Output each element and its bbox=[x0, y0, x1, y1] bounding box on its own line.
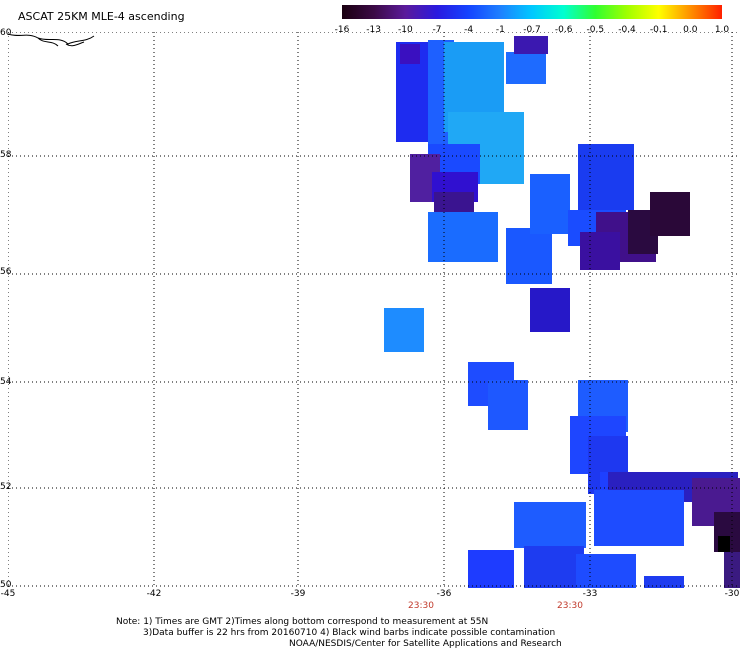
color-scale-gradient bbox=[342, 5, 722, 19]
color-scale-label: -4 bbox=[464, 25, 474, 35]
lon-label: -33 bbox=[582, 589, 598, 599]
color-scale-label: 1.0 bbox=[714, 25, 730, 35]
swath-cell bbox=[514, 36, 548, 54]
swath-cell bbox=[578, 144, 634, 210]
swath-cell bbox=[488, 380, 528, 430]
swath-cell bbox=[434, 192, 474, 214]
swath-cell bbox=[514, 502, 586, 548]
swath-cell bbox=[594, 490, 684, 546]
swath-cell bbox=[384, 308, 424, 352]
note-line-3: NOAA/NESDIS/Center for Satellite Applica… bbox=[289, 639, 562, 649]
greenland-coastline bbox=[8, 33, 95, 47]
time-label: 23:30 bbox=[408, 601, 434, 611]
swath-cell bbox=[400, 44, 420, 64]
color-scale-label: -0.4 bbox=[618, 25, 636, 35]
lon-label: -36 bbox=[436, 589, 452, 599]
lat-label: 54 bbox=[0, 377, 12, 387]
swath-cell bbox=[650, 192, 690, 236]
wind-swath-cells bbox=[384, 36, 740, 588]
color-scale-label: 0.0 bbox=[683, 25, 698, 35]
swath-cell bbox=[524, 546, 584, 588]
color-scale-label: -0.5 bbox=[586, 25, 605, 35]
swath-cell bbox=[580, 232, 620, 270]
lon-label: -30 bbox=[724, 589, 740, 599]
color-scale-label: -7 bbox=[432, 25, 442, 35]
swath-cell bbox=[530, 288, 570, 332]
color-scale-label: -13 bbox=[366, 25, 382, 35]
note-line-2: 3)Data buffer is 22 hrs from 20160710 4)… bbox=[143, 628, 556, 638]
map-title: ASCAT 25KM MLE-4 ascending bbox=[18, 10, 185, 23]
color-scale-label: -0.1 bbox=[649, 25, 668, 35]
color-scale-label: -10 bbox=[397, 25, 413, 35]
swath-cell bbox=[576, 554, 636, 588]
color-scale-label: -1 bbox=[495, 25, 505, 35]
lat-label: 52 bbox=[0, 482, 12, 492]
swath-cell bbox=[506, 228, 552, 284]
time-label: 23:30 bbox=[557, 601, 583, 611]
swath-cell bbox=[644, 576, 684, 588]
color-scale-label: -16 bbox=[334, 25, 350, 35]
lon-label: -45 bbox=[0, 589, 16, 599]
swath-cell bbox=[506, 52, 546, 84]
lat-label: 50 bbox=[0, 580, 12, 590]
swath-cell bbox=[428, 212, 498, 262]
lat-lon-grid bbox=[8, 32, 740, 588]
swath-cell bbox=[724, 552, 740, 588]
color-scale-label: -0.7 bbox=[523, 25, 541, 35]
lat-label: 56 bbox=[0, 267, 12, 277]
lon-label: -42 bbox=[146, 589, 162, 599]
swath-map bbox=[8, 32, 740, 588]
note-line-1: Note: 1) Times are GMT 2)Times along bot… bbox=[116, 617, 489, 627]
lat-label: 60 bbox=[0, 28, 12, 38]
lon-label: -39 bbox=[290, 589, 306, 599]
lat-label: 58 bbox=[0, 150, 12, 160]
swath-cell bbox=[530, 174, 570, 234]
swath-cell bbox=[468, 550, 514, 588]
color-scale-bar bbox=[342, 5, 722, 19]
color-scale-label: -0.6 bbox=[554, 25, 573, 35]
swath-cell bbox=[718, 536, 730, 552]
